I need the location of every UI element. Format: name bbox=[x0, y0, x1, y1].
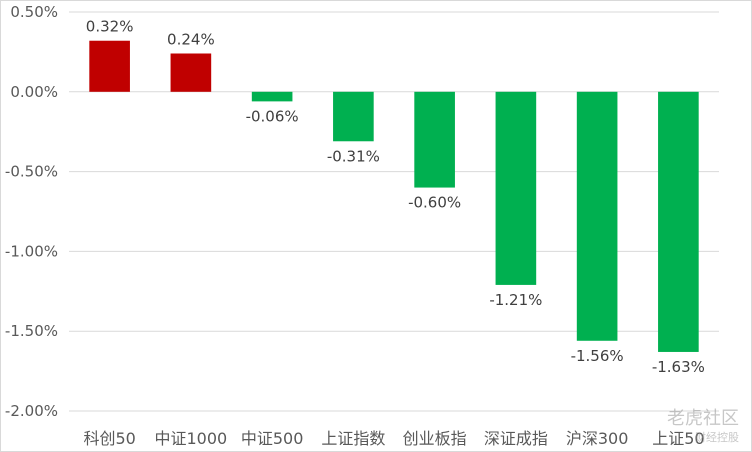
bar bbox=[170, 53, 212, 92]
bar bbox=[658, 91, 699, 352]
data-label: -1.63% bbox=[652, 358, 705, 376]
bar bbox=[576, 91, 618, 341]
data-labels: 0.32% 0.24% -0.06% -0.31% -0.60% -1.21% -1.56%… bbox=[86, 18, 705, 376]
category-label: 深证成指 bbox=[484, 429, 548, 448]
bar bbox=[333, 91, 374, 142]
y-axis-ticks: 0.50% 0.00% -0.50% -1.00% -1.50% -2.00% bbox=[5, 3, 58, 420]
category-label: 中证500 bbox=[241, 429, 304, 448]
y-tick-label: -0.50% bbox=[5, 163, 58, 181]
y-tick-label: -2.00% bbox=[5, 402, 58, 420]
bar bbox=[414, 91, 455, 188]
data-label: 0.24% bbox=[167, 30, 215, 48]
bar bbox=[89, 40, 130, 92]
data-label: -0.31% bbox=[327, 147, 380, 165]
bars bbox=[89, 40, 699, 352]
x-axis-categories: 科创50 中证1000 中证500 上证指数 创业板指 深证成指 沪深300 上证50 bbox=[83, 429, 704, 448]
y-tick-label: 0.50% bbox=[10, 3, 58, 21]
y-tick-label: 0.00% bbox=[10, 83, 58, 101]
category-label: 中证1000 bbox=[155, 429, 228, 448]
category-label: 沪深300 bbox=[566, 429, 629, 448]
category-label: 科创50 bbox=[83, 429, 135, 448]
y-tick-label: -1.50% bbox=[5, 322, 58, 340]
data-label: -0.60% bbox=[408, 194, 461, 212]
category-label: 上证50 bbox=[652, 429, 704, 448]
y-tick-label: -1.00% bbox=[5, 242, 58, 260]
bar bbox=[495, 91, 537, 285]
watermark: 老虎社区 财经控股 bbox=[667, 408, 739, 444]
category-label: 上证指数 bbox=[321, 429, 385, 448]
data-label: -0.06% bbox=[246, 107, 299, 125]
category-label: 创业板指 bbox=[403, 429, 467, 448]
data-label: 0.32% bbox=[86, 18, 134, 36]
data-label: -1.21% bbox=[489, 291, 542, 309]
data-label: -1.56% bbox=[571, 347, 624, 365]
watermark-sub: 财经控股 bbox=[695, 431, 739, 444]
bar bbox=[251, 91, 293, 102]
watermark-brand: 老虎社区 bbox=[667, 408, 739, 429]
